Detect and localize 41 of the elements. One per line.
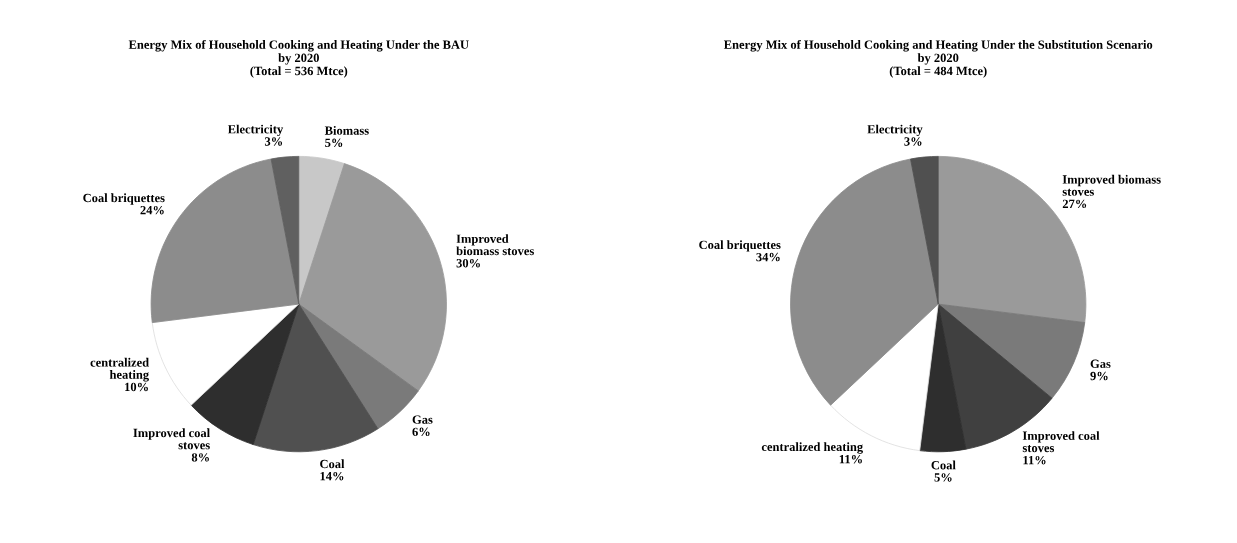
slice-label: Electricity: [867, 124, 923, 137]
pie-slice: [790, 158, 939, 406]
slice-label: Electricity: [227, 124, 284, 137]
data-label: 34%: [756, 252, 780, 262]
pie-slice: [298, 163, 447, 392]
slice-label: Coal: [320, 459, 345, 469]
data-label: 5%: [934, 473, 952, 482]
data-label: 5%: [325, 138, 343, 148]
data-label: 9%: [1090, 371, 1108, 381]
slice-label: Gas: [412, 415, 433, 424]
slice-label: Coal briquettes: [83, 193, 165, 205]
chart-subtitle: (Total = 484 Mtce): [889, 66, 987, 78]
data-label: 11%: [839, 454, 862, 464]
slice-label: Improved biomass stoves: [456, 234, 534, 256]
slice-label: Coal: [931, 460, 956, 470]
pie-slice: [151, 303, 300, 406]
pie-slice: [252, 303, 379, 453]
slice-label: centralized heating: [90, 357, 149, 382]
data-label: 27%: [1062, 199, 1087, 209]
data-label: 6%: [412, 427, 430, 437]
pie-slice: [270, 155, 300, 305]
data-label: 10%: [125, 382, 148, 392]
data-label: 24%: [140, 205, 164, 215]
slice-label: centralized heating: [761, 442, 863, 454]
data-label: 3%: [264, 137, 283, 146]
pie-slice: [910, 155, 939, 305]
slice-label: Improved biomass stoves: [1062, 174, 1161, 196]
data-label: 30%: [456, 258, 480, 268]
slice-label: Gas: [1090, 359, 1111, 368]
slice-label: Improved coal stoves: [1022, 431, 1100, 453]
data-label: 11%: [1023, 455, 1046, 465]
chart-subtitle: (Total = 536 Mtce): [250, 66, 348, 78]
slice-label: Improved coal stoves: [133, 428, 210, 450]
slice-label: Coal briquettes: [699, 240, 781, 252]
slice-label: Biomass: [324, 126, 369, 135]
pie-slice: [937, 303, 1086, 399]
data-label: 8%: [191, 453, 209, 462]
chart-title: Energy Mix of Household Cooking and Heating Under the BAU by 2020: [128, 39, 469, 65]
data-label: 14%: [320, 471, 344, 481]
data-label: 3%: [904, 137, 922, 146]
chart-title: Energy Mix of Household Cooking and Heating Under the Substitution Scenario by 2020: [723, 39, 1153, 65]
